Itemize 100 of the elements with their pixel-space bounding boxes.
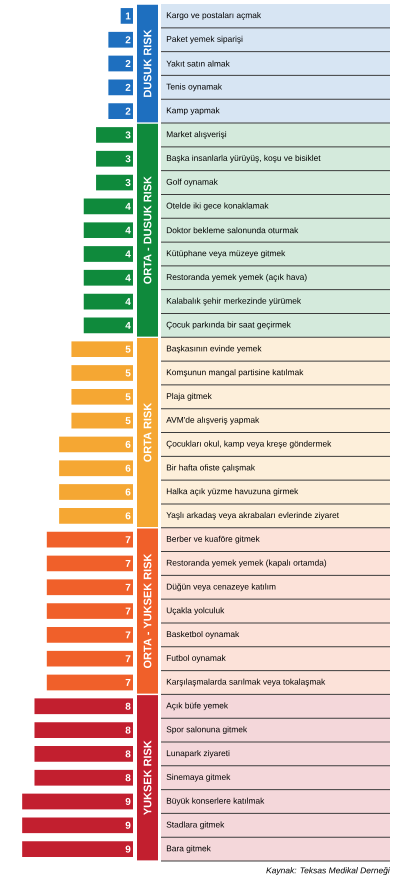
bar bbox=[120, 8, 133, 24]
y-tick-label: Başkasının evinde yemek bbox=[166, 345, 262, 354]
text: Kaynak: Teksas Medikal Derneği bbox=[266, 867, 390, 876]
data-label: 7 bbox=[126, 655, 130, 662]
data-label: 4 bbox=[125, 274, 131, 282]
y-tick-label: Lunapark ziyareti bbox=[166, 750, 230, 758]
y-tick-label: Plaja gitmek bbox=[166, 392, 212, 401]
bar bbox=[71, 365, 133, 381]
bar bbox=[84, 318, 133, 334]
y-tick-label: Sinemaya gitmek bbox=[166, 774, 230, 782]
data-label: 2 bbox=[126, 36, 130, 44]
data-label: 4 bbox=[125, 226, 131, 234]
y-tick-label: Otelde iki gece konaklamak bbox=[166, 202, 269, 210]
bar bbox=[59, 484, 133, 500]
data-label: 9 bbox=[126, 846, 130, 853]
y-tick-label: Büyük konserlere katılmak bbox=[166, 798, 264, 806]
bar bbox=[71, 341, 133, 358]
bar bbox=[46, 650, 133, 667]
data-label: 4 bbox=[125, 202, 131, 210]
data-label: 2 bbox=[126, 84, 130, 91]
bar bbox=[71, 412, 133, 428]
data-label: 6 bbox=[126, 440, 130, 448]
y-tick-label: Açık büfe yemek bbox=[166, 702, 228, 710]
y-tick-label: Kamp yapmak bbox=[166, 107, 220, 116]
y-tick-label: Basketbol oynamak bbox=[166, 630, 240, 639]
data-label: 5 bbox=[126, 393, 131, 400]
bar bbox=[22, 794, 133, 810]
y-tick-label: Bara gitmek bbox=[166, 845, 211, 854]
y-tick-label: Kalabalık şehir merkezinde yürümek bbox=[166, 298, 302, 306]
data-label: 8 bbox=[126, 750, 130, 758]
bar bbox=[46, 532, 133, 548]
y-tick-label: Golf oynamak bbox=[166, 178, 218, 186]
data-label: 4 bbox=[125, 298, 131, 306]
y-tick-label: Bir hafta ofiste çalışmak bbox=[166, 464, 256, 472]
bar bbox=[34, 698, 133, 714]
bar bbox=[46, 556, 133, 572]
y-tick-label: Yakıt satın almak bbox=[166, 60, 230, 67]
y-tick-label: Düğün veya cenazeye katılım bbox=[166, 583, 276, 592]
data-label: 8 bbox=[126, 774, 130, 782]
data-label: 4 bbox=[125, 322, 131, 329]
text: YUKSEK RISK bbox=[144, 740, 152, 815]
y-tick-label: Restoranda yemek yemek (açık hava) bbox=[166, 274, 307, 282]
bar bbox=[34, 770, 133, 786]
y-tick-label: Tenis oynamak bbox=[166, 83, 222, 92]
bar bbox=[108, 56, 133, 72]
y-tick-label: Uçakla yolculuk bbox=[166, 607, 224, 615]
text: ORTA - YUKSEK RISK bbox=[144, 554, 152, 668]
data-label: 9 bbox=[126, 798, 130, 806]
bar bbox=[22, 817, 133, 834]
bar bbox=[22, 841, 133, 857]
data-label: 8 bbox=[126, 702, 130, 710]
data-label: 5 bbox=[126, 417, 131, 424]
data-label: 7 bbox=[126, 679, 130, 686]
data-label: 5 bbox=[126, 370, 131, 376]
y-tick-label: Restoranda yemek yemek (kapalı ortamda) bbox=[166, 560, 326, 568]
bar bbox=[96, 127, 133, 143]
y-tick-label: Çocukları okul, kamp veya kreşe göndermek bbox=[166, 440, 332, 448]
data-label: 8 bbox=[126, 726, 130, 734]
data-label: 2 bbox=[126, 60, 130, 68]
data-label: 3 bbox=[125, 155, 130, 162]
data-label: 9 bbox=[126, 822, 130, 829]
bar bbox=[84, 270, 133, 286]
bar bbox=[46, 627, 133, 643]
data-label: 6 bbox=[126, 512, 130, 520]
bar bbox=[59, 436, 133, 452]
y-tick-label: Komşunun mangal partisine katılmak bbox=[166, 369, 304, 377]
data-label: 4 bbox=[125, 250, 131, 258]
bar bbox=[59, 460, 133, 476]
data-label: 7 bbox=[126, 560, 130, 567]
data-label: 3 bbox=[125, 131, 130, 138]
data-label: 1 bbox=[126, 12, 131, 20]
bar bbox=[108, 103, 133, 119]
y-tick-label: Çocuk parkında bir saat geçirmek bbox=[166, 321, 291, 330]
data-label: 7 bbox=[126, 631, 130, 638]
text: ORTA RISK bbox=[144, 402, 152, 462]
bar bbox=[46, 603, 133, 619]
y-tick-label: Doktor bekleme salonunda oturmak bbox=[166, 227, 298, 234]
bar bbox=[84, 294, 133, 310]
data-label: 5 bbox=[126, 346, 131, 353]
y-tick-label: Market alışverişi bbox=[166, 131, 226, 139]
y-tick-label: Futbol oynamak bbox=[166, 654, 226, 663]
data-label: 7 bbox=[126, 608, 130, 614]
text: DUSUK RISK bbox=[144, 30, 152, 97]
data-label: 2 bbox=[126, 108, 130, 115]
bar bbox=[84, 198, 133, 214]
y-tick-label: Kargo ve postaları açmak bbox=[166, 12, 262, 20]
bar bbox=[34, 722, 133, 738]
y-tick-label: Başka insanlarla yürüyüş, koşu ve bisiklet bbox=[166, 154, 321, 163]
y-tick-label: AVM'de alışveriş yapmak bbox=[166, 416, 260, 425]
bar bbox=[34, 746, 133, 762]
data-label: 7 bbox=[126, 584, 130, 591]
bar bbox=[59, 508, 133, 524]
bar bbox=[96, 150, 133, 167]
bar bbox=[108, 32, 133, 48]
y-tick-label: Kütüphane veya müzeye gitmek bbox=[166, 250, 286, 258]
bar bbox=[71, 388, 133, 405]
y-tick-label: Spor salonuna gitmek bbox=[166, 726, 248, 734]
y-tick-label: Halka açık yüzme havuzuna girmek bbox=[166, 488, 298, 496]
y-tick-label: Karşılaşmalarda sarılmak veya tokalaşmak bbox=[166, 678, 326, 686]
bar bbox=[46, 579, 133, 596]
